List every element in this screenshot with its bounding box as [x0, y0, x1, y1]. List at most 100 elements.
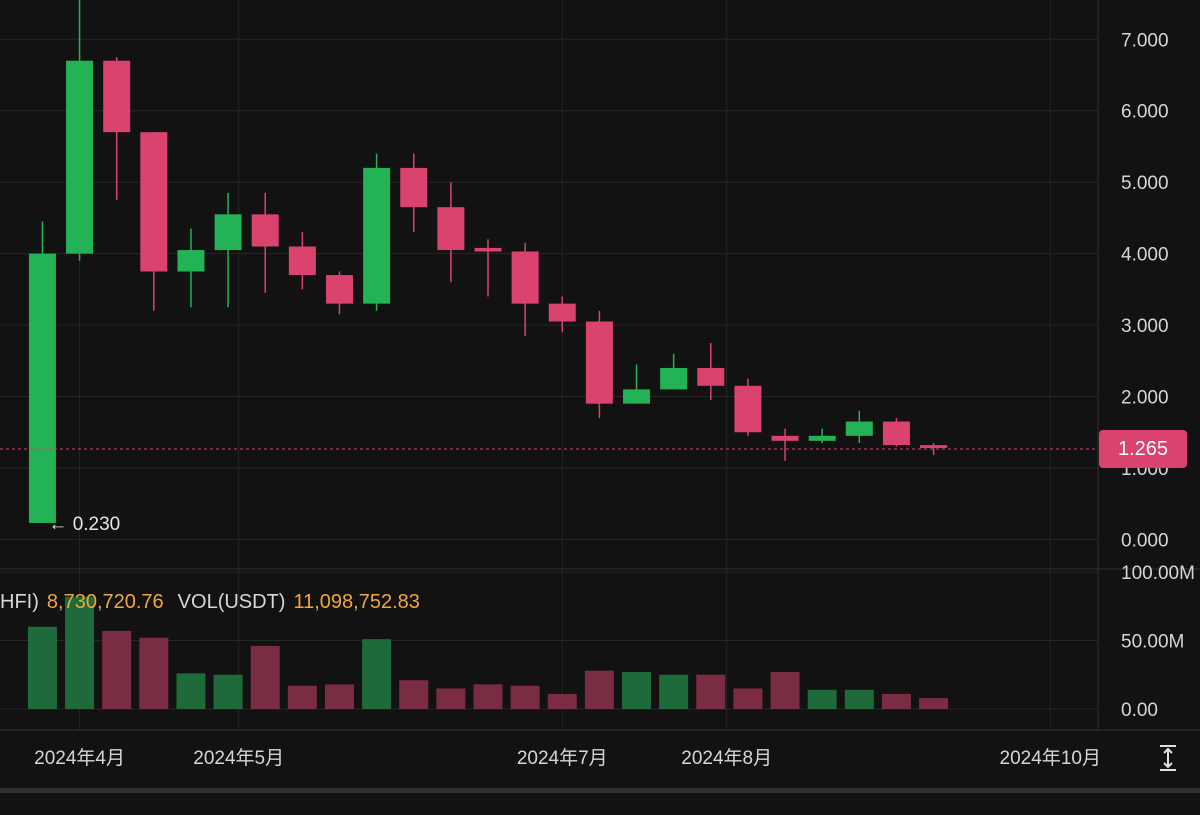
volume-bar: [622, 672, 652, 709]
candle-body: [177, 250, 205, 272]
volume-bar: [102, 630, 132, 709]
candle-body: [28, 253, 56, 523]
volume-bar: [696, 674, 726, 709]
candle: [66, 0, 94, 261]
price-tick-label: 2.000: [1121, 388, 1169, 409]
candle-body: [585, 321, 613, 404]
candle: [585, 310, 613, 418]
price-tick-label: 0.000: [1121, 530, 1169, 551]
candle: [140, 132, 168, 311]
volume-bar: [807, 689, 837, 709]
candle: [845, 410, 873, 443]
volume-bar: [65, 596, 95, 709]
volume-legend-label-2: VOL(USDT): [177, 591, 286, 613]
candle-body: [548, 303, 576, 322]
volume-bar: [139, 637, 169, 709]
candle: [214, 192, 242, 308]
candle-body: [400, 167, 428, 208]
candle-body: [251, 214, 279, 247]
volume-bar: [324, 684, 354, 709]
volume-bar: [473, 684, 503, 709]
candle: [808, 428, 836, 443]
price-tick-label: 6.000: [1121, 102, 1169, 123]
volume-tick-label: 0.00: [1121, 700, 1158, 721]
volume-legend-label-1: HFI): [0, 591, 39, 613]
volume-bar: [176, 673, 206, 709]
candle-body: [734, 385, 762, 433]
candle-body: [437, 207, 465, 251]
volume-bar: [844, 689, 874, 709]
time-tick-label: 2024年5月: [193, 747, 284, 769]
candle-body: [623, 389, 651, 404]
candle: [400, 153, 428, 233]
candle-body: [845, 421, 873, 436]
candle: [177, 228, 205, 308]
candle-body: [920, 445, 948, 448]
volume-bar: [659, 674, 689, 709]
volume-bar: [213, 674, 243, 709]
vertical-fit-button[interactable]: [1148, 738, 1188, 778]
candle-body: [697, 367, 725, 386]
time-tick-label: 2024年10月: [1000, 747, 1101, 769]
candle: [920, 442, 948, 456]
bottom-scrollbar[interactable]: [0, 788, 1200, 793]
volume-tick-label: 50.00M: [1121, 632, 1184, 653]
volume-legend: HFI) 8,730,720.76 VOL(USDT) 11,098,752.83: [0, 589, 434, 615]
price-tick-label: 3.000: [1121, 316, 1169, 337]
candle: [548, 296, 576, 333]
price-tick-label: 4.000: [1121, 245, 1169, 266]
volume-bar: [733, 688, 763, 709]
volume-bar: [547, 693, 577, 709]
time-tick-label: 2024年8月: [681, 747, 772, 769]
candle: [288, 232, 316, 290]
volume-bars: [27, 596, 949, 709]
volume-bar: [881, 693, 911, 709]
candle-body: [288, 246, 316, 276]
candle-body: [325, 275, 353, 304]
vertical-fit-icon: [1160, 745, 1176, 771]
candle: [325, 271, 353, 315]
time-tick-label: 2024年7月: [517, 747, 608, 769]
candle: [103, 57, 131, 201]
candle-body: [140, 132, 168, 272]
time-tick-label: 2024年4月: [34, 747, 125, 769]
volume-legend-value-1: 8,730,720.76: [46, 591, 164, 613]
candle-body: [882, 421, 910, 446]
volume-bar: [584, 670, 614, 709]
low-price-annotation: ← 0.230: [48, 514, 120, 535]
volume-bar: [287, 685, 317, 709]
candle-body: [214, 214, 242, 251]
candle: [511, 242, 539, 336]
volume-axis-ticks: 100.00M 50.00M 0.00: [1121, 563, 1195, 721]
volume-bar: [362, 639, 392, 709]
candle: [623, 364, 651, 404]
candlesticks: [28, 0, 948, 523]
candle: [771, 428, 799, 461]
candle-body: [771, 435, 799, 441]
price-tick-label: 5.000: [1121, 173, 1169, 194]
volume-bar: [510, 685, 540, 709]
candle: [697, 342, 725, 401]
candle-body: [808, 435, 836, 441]
price-tick-label: 7.000: [1121, 30, 1169, 51]
axis-lines: [0, 0, 1200, 731]
candle-body: [363, 167, 391, 304]
volume-bar: [250, 645, 280, 709]
volume-bar: [399, 680, 429, 709]
candle: [474, 239, 502, 297]
volume-legend-value-2: 11,098,752.83: [293, 591, 420, 613]
grid-lines: [0, 0, 1098, 730]
candle: [882, 417, 910, 447]
candle: [734, 378, 762, 436]
candle: [28, 221, 56, 523]
candle-body: [66, 60, 94, 254]
candle: [251, 192, 279, 293]
candle: [437, 182, 465, 283]
candle-body: [660, 367, 688, 390]
candle-body: [511, 251, 539, 304]
current-price-tag: 1.265: [1099, 430, 1187, 469]
volume-tick-label: 100.00M: [1121, 563, 1195, 584]
